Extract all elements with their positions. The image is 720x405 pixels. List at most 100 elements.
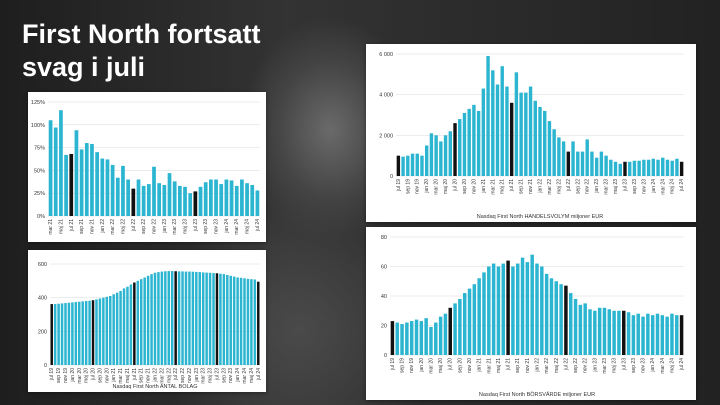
- bar: [675, 315, 679, 355]
- bar: [112, 294, 115, 365]
- bar: [167, 173, 172, 216]
- x-tick-label: jan 24: [235, 368, 241, 383]
- bar: [212, 273, 215, 365]
- x-tick-label: jan 21: [477, 358, 483, 373]
- bar: [95, 152, 99, 216]
- bar: [429, 133, 434, 176]
- y-tick-label: 4 000: [379, 93, 393, 99]
- x-tick-label: nov 23: [641, 358, 647, 373]
- bar: [613, 161, 618, 176]
- bar: [656, 159, 660, 176]
- x-tick-label: jul 23: [621, 358, 627, 371]
- x-tick-label: maj 22: [556, 179, 562, 194]
- chart-panel-percent: 0% 25% 50% 75% 100% 125% mar 21 maj 21 jul 21 sep…: [28, 92, 266, 242]
- bar: [448, 131, 452, 176]
- x-tick-label: mar 21: [490, 179, 496, 195]
- bar: [500, 66, 504, 176]
- x-tick-label: jul 24: [679, 179, 685, 192]
- bar: [618, 163, 622, 176]
- bar: [530, 254, 534, 355]
- chart-panel-antal-bolag: 0 200 400 600 jul 19 sep 19 nov 19 jan 20 mar 20…: [28, 250, 266, 392]
- bar: [59, 110, 63, 216]
- bar: [482, 272, 486, 355]
- x-tick-label: jul 21: [69, 219, 75, 232]
- x-tick-label: jul 22: [173, 368, 179, 381]
- x-tick-label: nov 21: [146, 368, 152, 383]
- x-tick-label: jul 21: [509, 179, 515, 192]
- x-tick-label: mar 21: [486, 358, 492, 374]
- x-tick-label: maj 21: [496, 358, 502, 373]
- bar: [583, 303, 587, 356]
- x-tick-label: sep 23: [632, 179, 638, 194]
- x-tick-label: jul 19: [390, 358, 396, 371]
- bar: [533, 100, 537, 176]
- x-tick-label: mar 20: [434, 179, 440, 195]
- y-tick-label: 40: [381, 294, 387, 300]
- x-tick-label: sep 19: [56, 368, 62, 383]
- x-tick-label: maj 24: [245, 219, 251, 234]
- bar: [481, 88, 486, 176]
- x-tick-label: maj 22: [120, 219, 126, 234]
- bar: [462, 293, 467, 355]
- bar: [590, 151, 594, 176]
- bar: [236, 277, 239, 365]
- bar: [419, 321, 424, 355]
- x-tick-label: jul 20: [91, 368, 97, 381]
- x-tick-label: jul 23: [622, 179, 628, 192]
- bar: [129, 284, 133, 365]
- bar: [232, 276, 236, 366]
- bar: [205, 272, 208, 365]
- x-tick-label: nov 20: [471, 179, 477, 194]
- y-tick-label: 60: [381, 265, 387, 271]
- y-tick-label: 0: [44, 363, 47, 369]
- x-tick-label: maj 21: [58, 219, 64, 234]
- bar: [506, 260, 510, 355]
- chart-percent: 0% 25% 50% 75% 100% 125% mar 21 maj 21 jul 21 sep…: [31, 100, 261, 235]
- bar: [84, 143, 89, 216]
- x-tick-label: sep 21: [139, 368, 145, 383]
- bar: [91, 300, 95, 365]
- bar: [193, 191, 198, 216]
- x-tick-label: jan 24: [224, 219, 230, 234]
- bar: [50, 304, 53, 365]
- bar: [100, 158, 105, 216]
- bar: [184, 271, 188, 365]
- x-tick-label: maj 23: [208, 368, 214, 383]
- bar: [105, 296, 109, 365]
- y-tick-label: 80: [381, 235, 387, 241]
- chart-antal-bolag: 0 200 400 600 jul 19 sep 19 nov 19 jan 20 mar 20…: [38, 262, 262, 390]
- bar: [198, 272, 201, 365]
- x-axis-title: Nasdaq First North BÖRSVÄRDE miljoner EU…: [479, 391, 595, 398]
- bar: [152, 166, 156, 216]
- bar: [84, 301, 88, 365]
- bar: [607, 309, 612, 355]
- bar: [71, 302, 74, 365]
- bar: [670, 160, 674, 176]
- x-tick-label: sep 22: [573, 358, 579, 373]
- bar: [491, 70, 495, 176]
- bar: [458, 119, 462, 176]
- x-axis-title: Nasdaq First North ANTAL BOLAG: [113, 384, 198, 390]
- x-tick-label: jul 24: [256, 368, 262, 381]
- bar: [429, 326, 433, 355]
- x-tick-label: maj 24: [249, 368, 255, 383]
- bar: [105, 159, 110, 216]
- x-tick-label: jan 21: [111, 368, 117, 383]
- x-tick-label: jul 22: [566, 179, 572, 192]
- bar: [131, 188, 136, 216]
- bar: [424, 145, 429, 176]
- x-tick-label: mar 24: [234, 219, 240, 235]
- x-tick-label: maj 23: [183, 219, 189, 234]
- bar: [246, 278, 250, 365]
- bar: [153, 272, 157, 365]
- bar: [126, 179, 130, 216]
- x-tick-label: sep 21: [515, 358, 521, 373]
- bar: [670, 313, 674, 355]
- x-tick-label: nov 22: [585, 179, 591, 194]
- x-tick-label: jul 21: [132, 368, 138, 381]
- bar: [405, 322, 409, 355]
- bar: [505, 86, 509, 176]
- bar: [623, 161, 627, 176]
- slide-title: First North fortsatt svag i juli: [22, 18, 322, 84]
- bar: [209, 179, 213, 216]
